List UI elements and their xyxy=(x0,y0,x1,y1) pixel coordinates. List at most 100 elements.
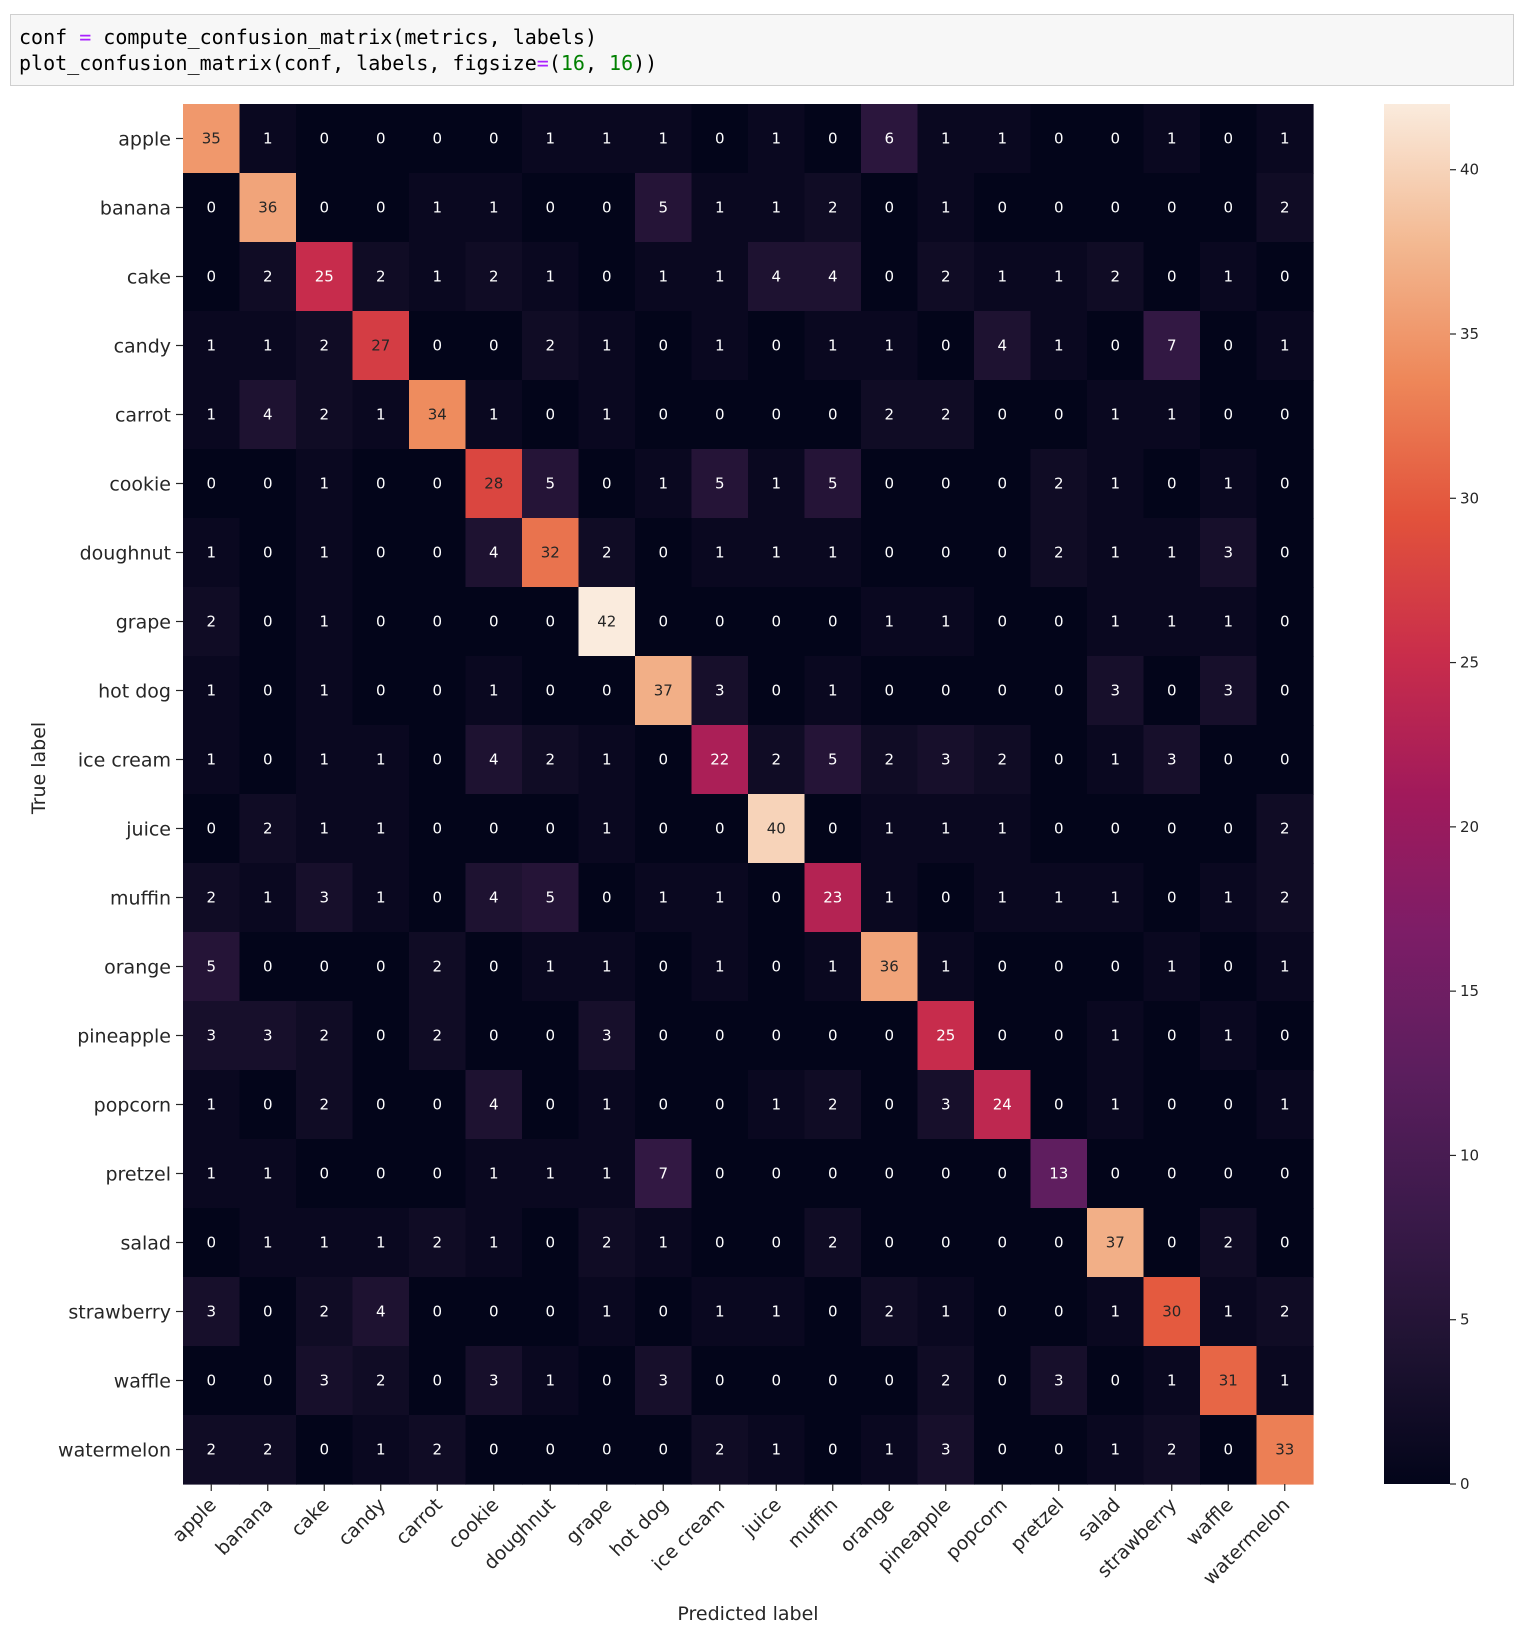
heatmap-cell xyxy=(861,794,919,864)
cell-value: 0 xyxy=(206,820,216,838)
heatmap-cell xyxy=(183,518,241,588)
cell-value: 2 xyxy=(884,406,894,424)
heatmap-cell xyxy=(748,863,806,933)
y-tick-label: pineapple xyxy=(77,1026,171,1048)
heatmap-cell xyxy=(296,242,354,312)
heatmap-cell xyxy=(1030,1139,1088,1209)
cell-value: 0 xyxy=(1054,1303,1064,1321)
cell-value: 2 xyxy=(1223,1234,1233,1252)
cell-value: 0 xyxy=(715,1096,725,1114)
code-input-cell[interactable]: conf = compute_confusion_matrix(metrics,… xyxy=(10,14,1514,86)
heatmap-cell xyxy=(578,1415,636,1485)
cell-value: 0 xyxy=(489,337,499,355)
cell-value: 1 xyxy=(1223,889,1233,907)
cell-value: 0 xyxy=(432,130,442,148)
cell-value: 0 xyxy=(997,958,1007,976)
heatmap-cell xyxy=(578,725,636,795)
cell-value: 4 xyxy=(489,751,499,769)
cell-value: 0 xyxy=(1223,406,1233,424)
code-number: 16 xyxy=(560,51,585,75)
heatmap-cell xyxy=(974,1139,1032,1209)
cell-value: 0 xyxy=(432,1165,442,1183)
cell-value: 1 xyxy=(263,130,273,148)
heatmap-cell xyxy=(1256,173,1314,243)
cell-value: 4 xyxy=(489,544,499,562)
cell-value: 0 xyxy=(715,1372,725,1390)
heatmap-cell xyxy=(1143,449,1201,519)
cell-value: 1 xyxy=(1054,268,1064,286)
cell-value: 2 xyxy=(1280,889,1290,907)
cell-value: 1 xyxy=(432,199,442,217)
code-line-2: plot_confusion_matrix(conf, labels, figs… xyxy=(19,50,1505,76)
heatmap-cell xyxy=(748,242,806,312)
cell-value: 1 xyxy=(658,475,668,493)
cell-value: 1 xyxy=(319,613,329,631)
heatmap-cell xyxy=(578,173,636,243)
x-tick-label: juice xyxy=(738,1494,786,1542)
heatmap-cell xyxy=(861,311,919,381)
heatmap-cell xyxy=(352,173,410,243)
cell-value: 0 xyxy=(771,1027,781,1045)
heatmap-cell xyxy=(296,1415,354,1485)
cell-value: 0 xyxy=(1223,337,1233,355)
heatmap-cell xyxy=(1200,1277,1258,1347)
cell-value: 0 xyxy=(771,1372,781,1390)
heatmap-cell xyxy=(296,932,354,1002)
heatmap-cell xyxy=(296,656,354,726)
heatmap-cell xyxy=(691,932,749,1002)
heatmap-cell xyxy=(239,1139,297,1209)
cell-value: 1 xyxy=(376,751,386,769)
cell-value: 1 xyxy=(1280,337,1290,355)
code-operator: = xyxy=(79,25,92,49)
cell-value: 0 xyxy=(263,475,273,493)
cell-value: 0 xyxy=(545,682,555,700)
heatmap-cell xyxy=(1087,1070,1145,1140)
heatmap-cell xyxy=(804,1208,862,1278)
cell-value: 1 xyxy=(602,751,612,769)
cell-value: 2 xyxy=(206,889,216,907)
heatmap-cell xyxy=(183,932,241,1002)
cell-value: 0 xyxy=(1110,1372,1120,1390)
heatmap-cell xyxy=(296,1208,354,1278)
heatmap-cell xyxy=(917,1070,975,1140)
heatmap-cell xyxy=(1143,1415,1201,1485)
heatmap-cell xyxy=(1256,518,1314,588)
cell-value: 1 xyxy=(1280,1372,1290,1390)
heatmap-cell xyxy=(465,794,523,864)
cell-value: 0 xyxy=(545,406,555,424)
heatmap-cell xyxy=(804,380,862,450)
cell-value: 1 xyxy=(1167,406,1177,424)
x-tick-label: candy xyxy=(334,1494,390,1550)
heatmap-cell xyxy=(917,794,975,864)
cell-value: 0 xyxy=(489,1303,499,1321)
heatmap-cell xyxy=(861,1415,919,1485)
cell-value: 0 xyxy=(1280,751,1290,769)
heatmap-cell xyxy=(1143,1001,1201,1071)
heatmap-cell xyxy=(861,380,919,450)
cell-value: 2 xyxy=(319,1096,329,1114)
heatmap-cell xyxy=(352,1208,410,1278)
heatmap-cell xyxy=(804,794,862,864)
heatmap-cell xyxy=(1087,1346,1145,1416)
cell-value: 1 xyxy=(263,1165,273,1183)
cell-value: 0 xyxy=(997,1303,1007,1321)
heatmap-cell xyxy=(974,656,1032,726)
heatmap-cell xyxy=(1256,1277,1314,1347)
heatmap-cell xyxy=(183,1001,241,1071)
cell-value: 2 xyxy=(432,1027,442,1045)
heatmap-cell xyxy=(861,449,919,519)
heatmap-cell xyxy=(183,449,241,519)
cell-value: 1 xyxy=(602,1303,612,1321)
cell-value: 0 xyxy=(432,682,442,700)
cell-value: 0 xyxy=(884,544,894,562)
heatmap-cell xyxy=(239,1070,297,1140)
cell-value: 2 xyxy=(1054,544,1064,562)
heatmap-cell xyxy=(1200,863,1258,933)
heatmap-cell xyxy=(974,1277,1032,1347)
heatmap-cell xyxy=(635,1346,693,1416)
code-token: conf xyxy=(19,25,80,49)
heatmap-cell xyxy=(974,1001,1032,1071)
heatmap-cell xyxy=(409,449,467,519)
heatmap-cell xyxy=(1200,104,1258,174)
cell-value: 1 xyxy=(319,544,329,562)
